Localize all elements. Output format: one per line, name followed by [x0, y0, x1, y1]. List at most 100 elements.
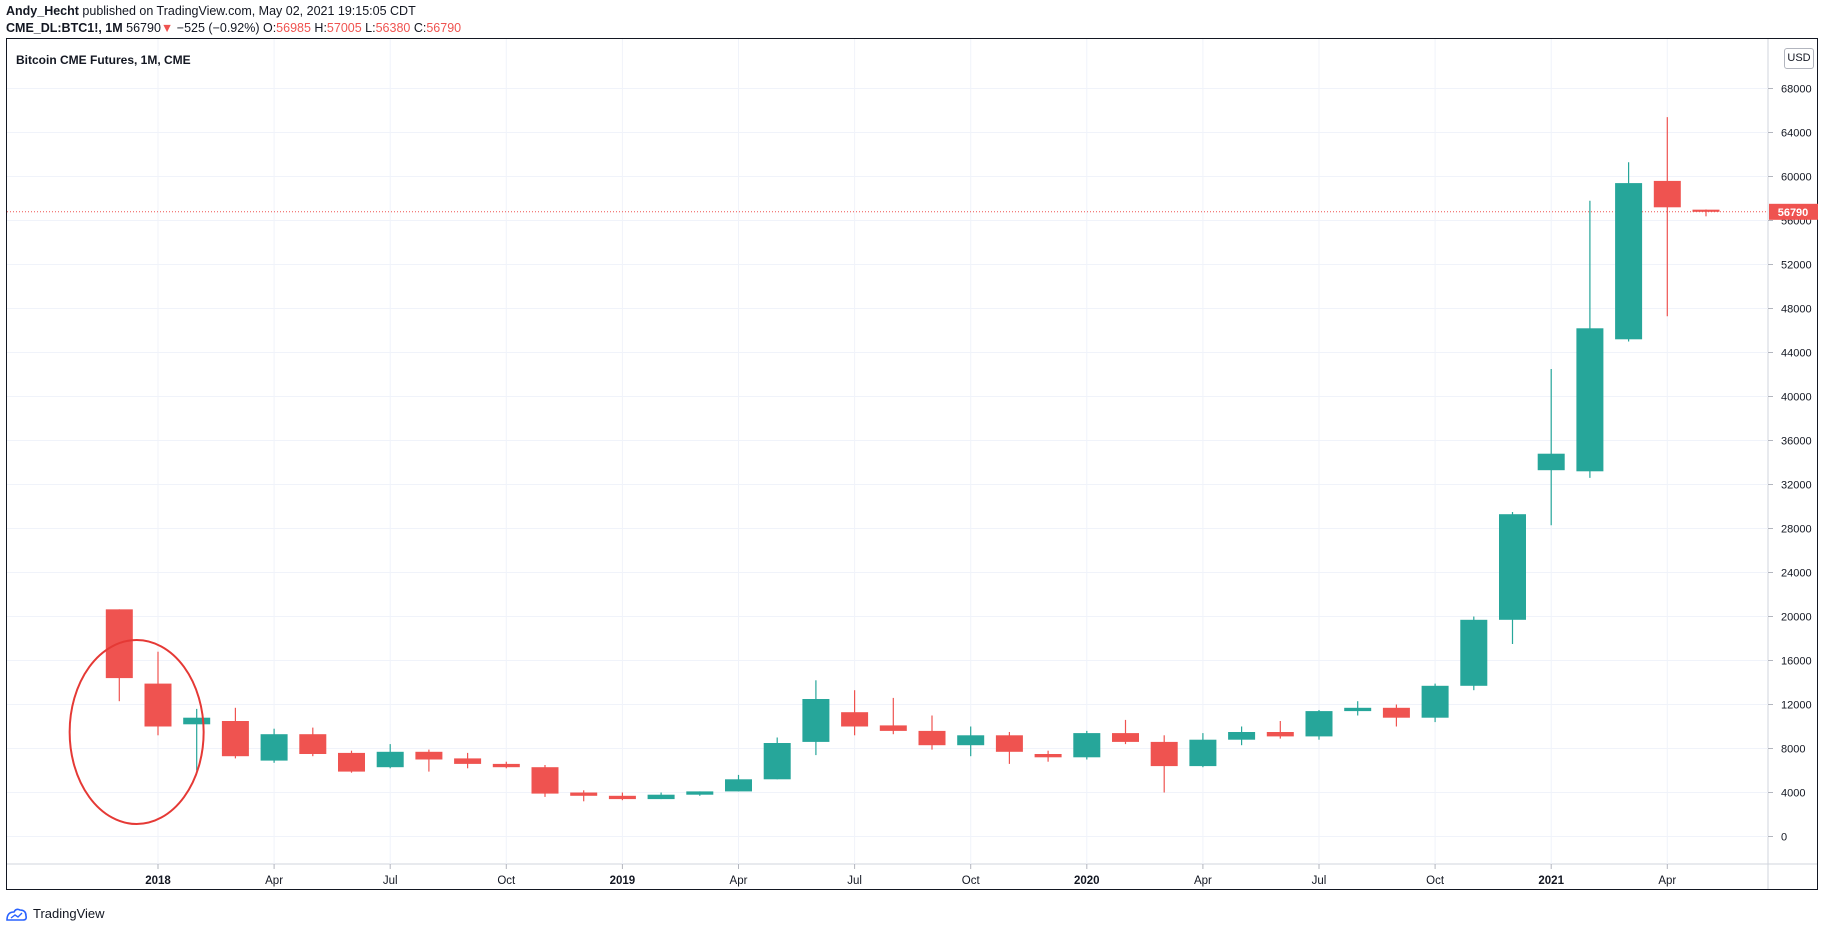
candle-body [1228, 732, 1256, 740]
candle-body [1189, 739, 1217, 767]
candle [686, 791, 714, 796]
candle [454, 752, 482, 769]
candle [1421, 683, 1449, 723]
chart-title: Bitcoin CME Futures, 1M, CME [16, 53, 191, 67]
open-value: 56985 [276, 21, 311, 35]
time-tick-label: 2019 [610, 875, 636, 887]
time-tick-label: 2020 [1074, 875, 1100, 887]
close-label: C: [413, 21, 427, 35]
candle [995, 732, 1023, 764]
candle-body [763, 743, 791, 780]
candle [1576, 200, 1604, 478]
price-tick-label: 28000 [1781, 524, 1812, 536]
candle-body [1692, 209, 1720, 212]
time-axis[interactable]: 2018 Apr Jul Oct 2019 Apr Jul Oct 2020 Apr Jul Oct 2… [145, 864, 1676, 887]
candle [1460, 616, 1488, 691]
candle [763, 737, 791, 780]
candle [1692, 209, 1720, 217]
candle-body [879, 725, 907, 731]
candle-body [299, 734, 327, 754]
time-tick-label: Oct [497, 875, 516, 887]
candle [1112, 719, 1139, 745]
candle [1189, 733, 1217, 768]
candle [299, 727, 327, 757]
tradingview-brand[interactable]: TradingView [6, 906, 105, 921]
time-tick-label: Jul [1312, 875, 1327, 887]
low-label: L: [365, 21, 376, 35]
candle [1653, 117, 1681, 317]
price-tick-label: 52000 [1781, 260, 1812, 272]
candle-body [608, 795, 636, 800]
candle [415, 749, 443, 772]
candle-body [144, 683, 172, 727]
time-tick-label: Apr [1194, 875, 1212, 887]
author-name: Andy_Hecht [6, 4, 79, 18]
candle-body [1150, 741, 1178, 767]
price-change: −525 (−0.92%) [176, 21, 260, 35]
chart-frame[interactable] [6, 38, 1818, 890]
annotation-layer [68, 639, 205, 825]
price-tick-label: 60000 [1781, 172, 1812, 184]
price-tick-label: 44000 [1781, 348, 1812, 360]
candle [531, 765, 559, 797]
close-value: 56790 [426, 21, 462, 35]
price-tick-label: 8000 [1781, 744, 1805, 756]
candle [221, 707, 249, 759]
candle-body [1576, 328, 1604, 472]
candle-body [531, 767, 559, 794]
time-tick-label: Oct [962, 875, 981, 887]
candle [1615, 162, 1643, 342]
candle-body [918, 730, 946, 746]
candle-body [1073, 733, 1101, 758]
down-arrow-icon: ▼ [160, 21, 174, 35]
price-tick-label: 36000 [1781, 436, 1812, 448]
price-tick-label: 16000 [1781, 656, 1812, 668]
candle-body [1382, 707, 1410, 718]
last-price-tag-label: 56790 [1778, 207, 1809, 219]
published-text: published on TradingView.com, May 02, 20… [78, 4, 416, 18]
price-tick-label: 64000 [1781, 128, 1812, 140]
tradingview-logo-icon [6, 908, 27, 921]
candle [725, 774, 752, 792]
currency-button[interactable]: USD [1784, 48, 1814, 69]
candle [1150, 735, 1178, 793]
symbol-label: CME_DL:BTC1!, 1M [6, 21, 123, 35]
candle-body [686, 791, 714, 795]
time-tick-label: Oct [1426, 875, 1445, 887]
candle [1266, 721, 1294, 739]
candle [183, 708, 211, 771]
candle-body [995, 735, 1023, 752]
candle [841, 690, 869, 736]
price-tick-label: 0 [1781, 832, 1787, 844]
low-value: 56380 [375, 21, 411, 35]
candle [492, 761, 520, 769]
candle-body [1421, 685, 1449, 718]
price-tick-label: 40000 [1781, 392, 1812, 404]
high-value: 57005 [326, 21, 362, 35]
candle-body [1034, 754, 1062, 758]
time-tick-label: Apr [1658, 875, 1676, 887]
price-tick-label: 4000 [1781, 788, 1805, 800]
candle [1382, 704, 1410, 727]
time-tick-label: Apr [265, 875, 283, 887]
open-label: O: [262, 21, 277, 35]
candle-body [338, 752, 365, 772]
candle [1499, 512, 1526, 644]
candle-body [647, 794, 675, 800]
candle [1034, 750, 1062, 762]
price-axis[interactable]: 0 4000 8000 12000 16000 20000 24000 28000 32000 3… [1768, 84, 1812, 844]
candle-body [570, 792, 598, 796]
last-price-line: 56790 [7, 203, 1818, 220]
price-tick-label: 20000 [1781, 612, 1812, 624]
high-label: H: [314, 21, 327, 35]
candle [338, 750, 365, 773]
candle [1537, 369, 1565, 526]
candles [105, 117, 1720, 802]
time-tick-label: 2018 [145, 875, 171, 887]
candle-body [802, 699, 830, 742]
candle [918, 715, 946, 750]
candle-body [1266, 732, 1294, 737]
candle-body [1344, 707, 1372, 712]
candle [647, 792, 675, 800]
